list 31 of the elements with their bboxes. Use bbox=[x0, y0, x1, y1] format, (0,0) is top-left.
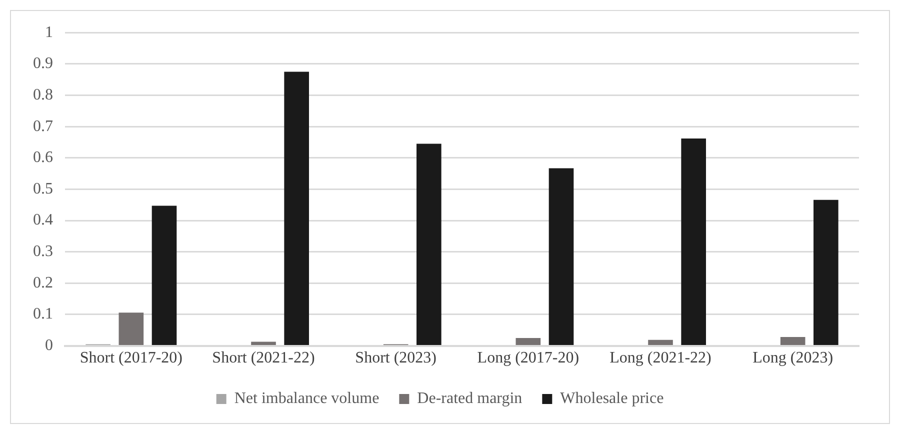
bar bbox=[284, 72, 309, 346]
y-tick-label: 0.6 bbox=[33, 149, 53, 166]
bar bbox=[648, 340, 673, 346]
legend-label: Net imbalance volume bbox=[234, 390, 380, 408]
y-tick-label: 0.2 bbox=[33, 274, 53, 292]
bar bbox=[152, 206, 177, 346]
x-tick-label: Long (2021-22) bbox=[610, 350, 712, 367]
y-tick-label: 0.4 bbox=[33, 212, 53, 229]
bar bbox=[814, 200, 838, 346]
x-tick-label: Short (2023) bbox=[355, 350, 436, 367]
y-tick-label: 0.9 bbox=[33, 55, 53, 72]
y-tick-label: 0.1 bbox=[33, 306, 53, 323]
x-tick-label: Short (2017-20) bbox=[80, 350, 182, 367]
y-tick-label: 0.3 bbox=[33, 243, 53, 260]
bar bbox=[780, 337, 806, 346]
bar bbox=[251, 342, 276, 346]
x-tick-label: Long (2017-20) bbox=[477, 350, 580, 367]
bar bbox=[416, 144, 442, 346]
y-tick-label: 1 bbox=[45, 24, 53, 41]
y-tick-label: 0 bbox=[45, 337, 53, 354]
y-tick-label: 0.8 bbox=[33, 86, 53, 104]
y-tick-label: 0.7 bbox=[33, 118, 53, 135]
x-tick-label: Long (2023) bbox=[752, 350, 834, 367]
bar bbox=[516, 338, 541, 346]
bar bbox=[681, 138, 706, 346]
legend-label: De-rated margin bbox=[417, 390, 522, 408]
bar bbox=[118, 312, 144, 346]
y-tick-label: 0.5 bbox=[33, 180, 53, 198]
bar bbox=[548, 168, 574, 346]
legend-label: Wholesale price bbox=[560, 390, 664, 408]
x-tick-label: Short (2021-22) bbox=[212, 350, 315, 367]
